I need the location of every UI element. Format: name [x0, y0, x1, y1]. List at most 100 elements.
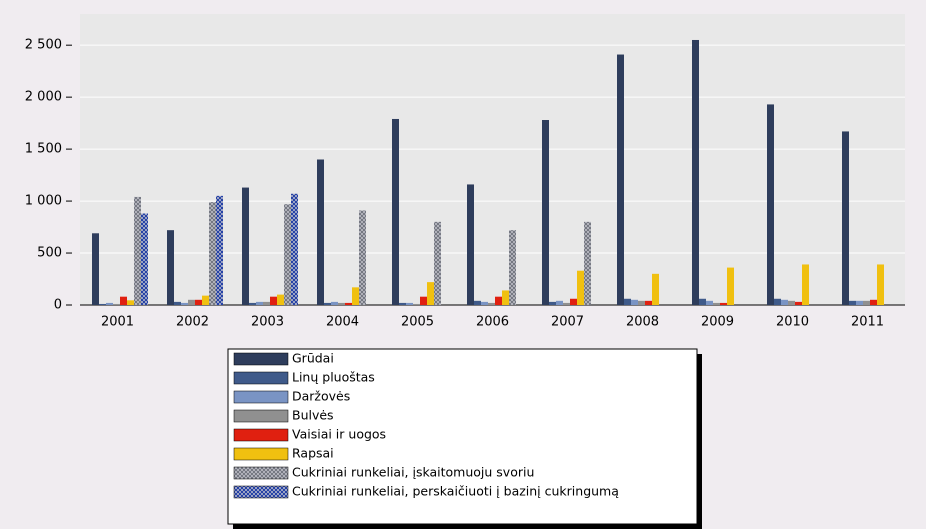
legend-swatch: [233, 447, 289, 461]
bar: [488, 302, 495, 305]
bar: [92, 233, 99, 305]
plot-area: [80, 14, 905, 305]
legend-label: Linų pluoštas: [292, 370, 375, 385]
bar: [556, 300, 563, 305]
legend-label: Vaisiai ir uogos: [292, 427, 386, 442]
bar: [502, 290, 509, 305]
x-tick-label: 2001: [101, 315, 134, 330]
bar: [624, 298, 631, 305]
bar: [774, 298, 781, 305]
bar: [392, 118, 399, 305]
bar: [802, 264, 809, 305]
bar: [134, 196, 141, 305]
bar: [352, 287, 359, 305]
bar: [413, 303, 420, 305]
legend-label: Bulvės: [292, 408, 334, 423]
bar: [781, 299, 788, 305]
legend-swatch: [233, 485, 289, 499]
bar: [270, 296, 277, 305]
bar: [284, 204, 291, 305]
y-tick-label: 1 000: [25, 194, 62, 209]
bar: [427, 282, 434, 305]
bar: [317, 159, 324, 305]
bar: [727, 267, 734, 305]
bar: [767, 104, 774, 306]
x-tick-label: 2011: [851, 315, 884, 330]
bar: [795, 301, 802, 305]
legend-label: Daržovės: [292, 389, 350, 404]
bar: [359, 210, 366, 305]
legend-label: Cukriniai runkeliai, įskaitomuoju svoriu: [292, 465, 534, 480]
bar: [542, 120, 549, 305]
bar: [256, 301, 263, 305]
bar: [645, 300, 652, 305]
bar: [706, 300, 713, 305]
bar: [113, 303, 120, 305]
bar: [584, 221, 591, 305]
x-tick-label: 2005: [401, 315, 434, 330]
bar: [202, 295, 209, 305]
legend-label: Grūdai: [292, 351, 334, 366]
bar: [631, 299, 638, 305]
bar: [434, 221, 441, 305]
bar: [652, 273, 659, 305]
y-tick-label: 2 500: [25, 38, 62, 53]
y-tick-label: 2 000: [25, 90, 62, 105]
legend-swatch: [233, 371, 289, 385]
x-tick-label: 2007: [551, 315, 584, 330]
bar: [509, 230, 516, 305]
bar: [638, 300, 645, 305]
x-tick-label: 2008: [626, 315, 659, 330]
y-tick-label: 500: [37, 246, 62, 261]
bar: [195, 299, 202, 305]
y-tick-label: 0: [54, 298, 62, 313]
legend-box: [227, 348, 698, 525]
bar: [877, 264, 884, 305]
bar: [174, 301, 181, 305]
bar: [406, 302, 413, 305]
bar: [106, 302, 113, 305]
bar: [856, 300, 863, 305]
bar: [277, 294, 284, 305]
bar: [849, 300, 856, 305]
bar: [420, 296, 427, 305]
bar: [474, 300, 481, 305]
bar: [99, 303, 106, 305]
x-tick-label: 2006: [476, 315, 509, 330]
bar: [863, 300, 870, 305]
bar: [331, 301, 338, 305]
bar: [216, 195, 223, 305]
bar: [481, 301, 488, 305]
x-tick-label: 2002: [176, 315, 209, 330]
legend-swatch: [233, 428, 289, 442]
bar: [188, 299, 195, 305]
bar: [577, 270, 584, 305]
bar: [495, 296, 502, 305]
bar: [549, 301, 556, 305]
bar: [563, 302, 570, 305]
x-tick-label: 2009: [701, 315, 734, 330]
bar: [167, 230, 174, 305]
y-tick-label: 1 500: [25, 142, 62, 157]
legend-swatch: [233, 466, 289, 480]
bar: [324, 302, 331, 305]
bar: [713, 302, 720, 305]
bar: [842, 131, 849, 305]
bar: [291, 193, 298, 305]
bar: [720, 302, 727, 305]
bar: [617, 54, 624, 306]
x-tick-label: 2004: [326, 315, 359, 330]
bar: [788, 300, 795, 305]
legend-swatch: [233, 390, 289, 404]
x-tick-label: 2003: [251, 315, 284, 330]
bar: [181, 302, 188, 305]
bar: [345, 302, 352, 305]
bar: [127, 300, 134, 305]
x-tick-label: 2010: [776, 315, 809, 330]
bar: [242, 187, 249, 305]
bar: [467, 184, 474, 305]
bar: [692, 39, 699, 305]
legend-swatch: [233, 409, 289, 423]
